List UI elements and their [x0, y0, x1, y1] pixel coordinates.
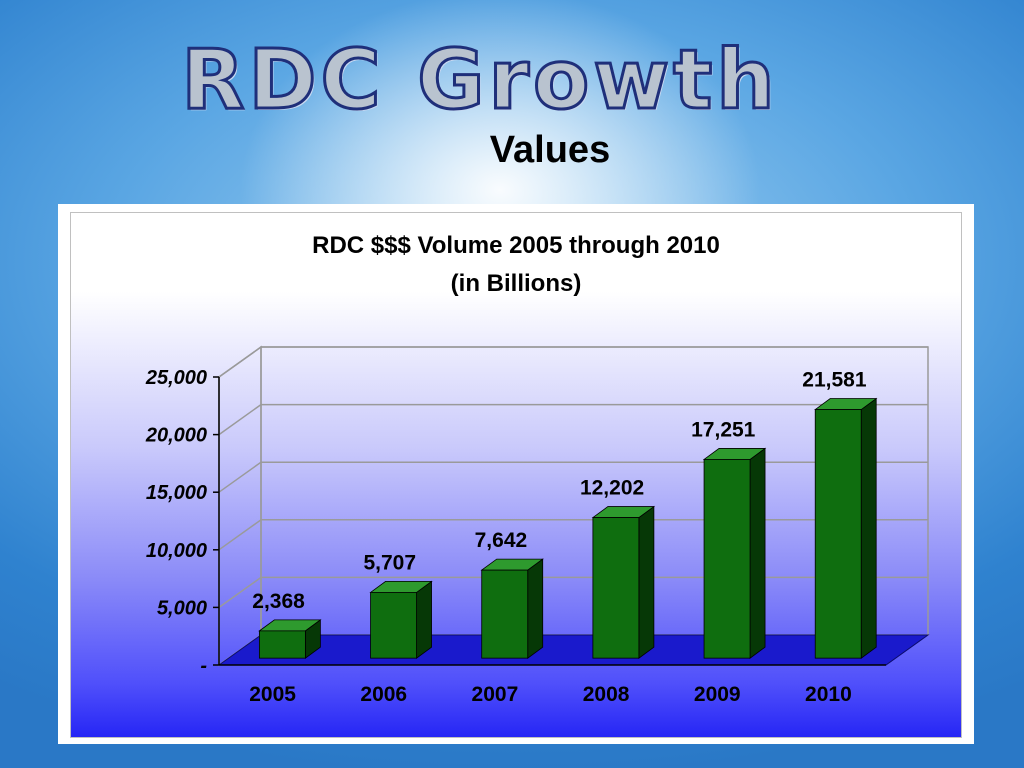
x-tick-label: 2009 [694, 683, 741, 706]
gridline-side [218, 576, 262, 609]
side-wall [218, 345, 262, 667]
bar-2007 [480, 558, 544, 659]
y-tick-label: 25,000 [145, 367, 207, 389]
bar-front [814, 409, 862, 659]
bar-front [481, 569, 529, 659]
slide-title: RDC Growth [180, 33, 779, 128]
data-label: 12,202 [580, 477, 644, 500]
bars [258, 397, 878, 659]
bar-2010 [813, 397, 878, 659]
gridline-side [218, 346, 262, 378]
y-tick-label: - [200, 655, 207, 677]
bar-front [258, 630, 306, 659]
gridline-side [218, 519, 262, 551]
data-label: 5,707 [363, 551, 416, 574]
bar-2006 [369, 580, 433, 659]
bar-2009 [702, 447, 767, 659]
x-tick-label: 2006 [360, 683, 407, 706]
labels: 2,368 2005 5,707 2006 7,642 2007 12,202 2008 17,… [249, 369, 867, 706]
gridline-side [218, 461, 262, 493]
gridline-side [218, 403, 262, 436]
data-label: 17,251 [691, 418, 756, 441]
data-label: 21,581 [802, 369, 867, 392]
bar-front [703, 459, 751, 659]
bar-chart: RDC $$$ Volume 2005 through 2010 (in Bil… [145, 232, 930, 706]
slide-subtitle: Values [489, 129, 611, 171]
y-tick-label: 5,000 [157, 597, 207, 619]
bar-front [370, 592, 417, 659]
bar-side [416, 580, 432, 659]
chart-subtitle: (in Billions) [451, 270, 582, 297]
chart-area: RDC $$$ Volume 2005 through 2010 (in Bil… [70, 212, 962, 738]
bar-front [592, 517, 640, 659]
chart-frame: RDC $$$ Volume 2005 through 2010 (in Bil… [58, 204, 974, 744]
bar-side [860, 397, 877, 659]
y-tick-label: 10,000 [146, 540, 207, 562]
bar-2008 [591, 505, 656, 659]
x-tick-label: 2007 [472, 683, 519, 706]
chart-title: RDC $$$ Volume 2005 through 2010 [312, 232, 720, 259]
x-tick-label: 2008 [583, 683, 630, 706]
y-tick-label: 20,000 [145, 425, 207, 447]
data-label: 7,642 [475, 529, 528, 552]
y-tick-label: 15,000 [146, 482, 207, 504]
y-axis: - 5,000 10,000 15,000 20,000 25,000 [145, 367, 886, 677]
bar-side [527, 558, 544, 659]
bar-2005 [258, 619, 322, 659]
x-tick-label: 2010 [805, 683, 852, 706]
bar-side [638, 505, 655, 659]
bar-side [749, 447, 766, 659]
data-label: 2,368 [252, 590, 305, 613]
x-tick-label: 2005 [249, 683, 296, 706]
